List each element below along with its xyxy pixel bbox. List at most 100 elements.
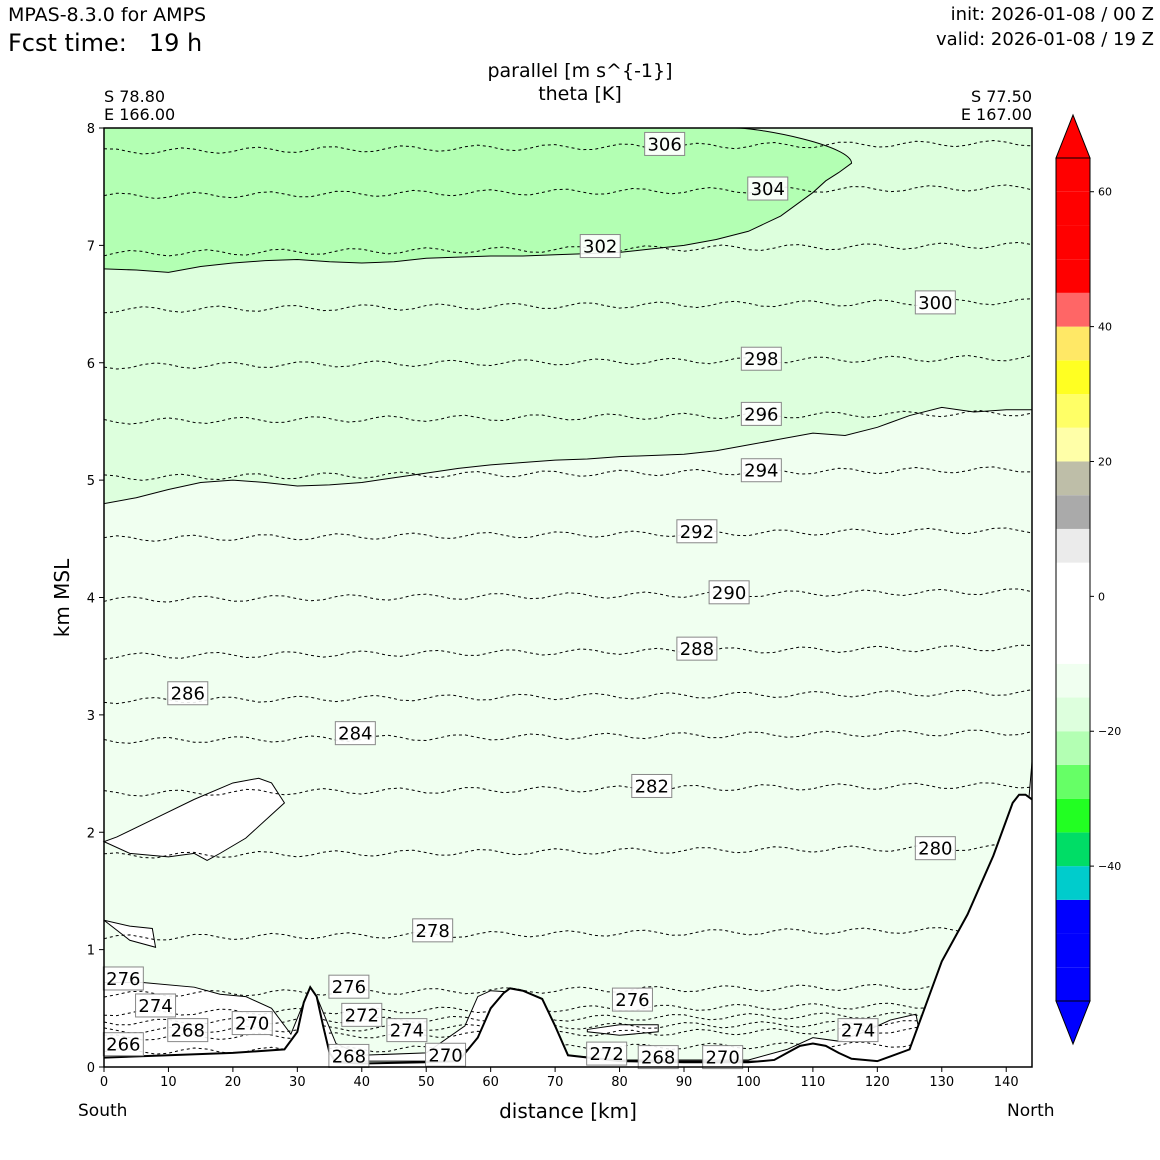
theta-label-box bbox=[837, 1018, 879, 1043]
wind-band-strong bbox=[104, 128, 852, 273]
colorbar-segment bbox=[1056, 967, 1090, 1001]
colorbar-segment bbox=[1056, 427, 1090, 462]
theta-label-282: 282 bbox=[631, 773, 673, 798]
theta-label-box bbox=[708, 580, 750, 605]
colorbar-segment bbox=[1056, 528, 1090, 563]
theta-label-box bbox=[631, 773, 673, 798]
y-tick-label: 2 bbox=[87, 826, 95, 841]
x-tick-label: 120 bbox=[865, 1075, 890, 1090]
theta-label-text: 300 bbox=[918, 293, 952, 314]
theta-contour-290 bbox=[103, 588, 1033, 603]
colorbar-segment bbox=[1056, 562, 1090, 597]
y-tick-label: 1 bbox=[87, 944, 95, 959]
left-endpoint-coords: S 78.80 E 166.00 bbox=[104, 88, 175, 124]
theta-label-box bbox=[702, 1045, 744, 1070]
theta-label-box bbox=[412, 918, 454, 943]
theta-label-text: 286 bbox=[171, 684, 205, 705]
theta-contour-278 bbox=[103, 926, 1033, 941]
valid-time: valid: 2026-01-08 / 19 Z bbox=[936, 29, 1154, 50]
theta-label-box bbox=[644, 131, 686, 156]
colorbar-frame bbox=[1055, 157, 1091, 1002]
theta-contour-286 bbox=[103, 689, 1033, 705]
theta-label-272: 272 bbox=[341, 1002, 383, 1027]
theta-label-304: 304 bbox=[747, 176, 789, 201]
plot-area: 266 268 270 272 274 276 278 280 282 284 286 288 290 2… bbox=[102, 127, 1033, 1070]
theta-contour-280 bbox=[103, 844, 1033, 859]
theta-label-290: 290 bbox=[708, 580, 750, 605]
theta-contour-300 bbox=[103, 298, 1033, 314]
theta-label-288: 288 bbox=[676, 636, 718, 661]
theta-label-box bbox=[637, 1045, 679, 1070]
colorbar-segment bbox=[1056, 360, 1090, 395]
x-tick-label: 30 bbox=[289, 1075, 306, 1090]
theta-contour-282 bbox=[103, 782, 1033, 797]
theta-label-text: 306 bbox=[647, 134, 681, 155]
theta-label-text: 298 bbox=[744, 349, 778, 370]
colorbar-segment bbox=[1056, 394, 1090, 428]
colorbar-segment bbox=[1056, 731, 1090, 765]
x-tick-label: 40 bbox=[354, 1075, 371, 1090]
right-endpoint-coords: S 77.50 E 167.00 bbox=[961, 88, 1032, 124]
theta-label-268: 268 bbox=[328, 1043, 370, 1068]
x-tick-label: 130 bbox=[929, 1075, 954, 1090]
colorbar-segment bbox=[1056, 326, 1090, 361]
theta-label-294: 294 bbox=[740, 458, 782, 483]
weak-wind-patch bbox=[586, 1024, 659, 1036]
theta-label-box bbox=[167, 1018, 209, 1043]
theta-label-text: 268 bbox=[332, 1046, 366, 1067]
colorbar-segment bbox=[1056, 798, 1090, 833]
theta-label-280: 280 bbox=[914, 836, 956, 861]
theta-label-box bbox=[740, 346, 782, 371]
y-tick-label: 4 bbox=[87, 592, 95, 607]
x-tick-label: 100 bbox=[736, 1075, 761, 1090]
theta-label-276: 276 bbox=[611, 987, 653, 1012]
theta-label-274: 274 bbox=[386, 1018, 428, 1043]
chart-title-theta: theta [K] bbox=[538, 83, 622, 105]
colorbar-segment bbox=[1056, 158, 1090, 192]
theta-label-box bbox=[341, 1002, 383, 1027]
theta-contour-292 bbox=[103, 527, 1033, 542]
theta-label-text: 294 bbox=[744, 461, 778, 482]
theta-label-box bbox=[914, 290, 956, 315]
theta-label-text: 278 bbox=[415, 921, 449, 942]
init-time: init: 2026-01-08 / 00 Z bbox=[950, 4, 1154, 25]
x-axis-label: distance [km] bbox=[499, 1099, 637, 1123]
theta-contour-296 bbox=[103, 410, 1033, 425]
theta-label-box bbox=[740, 458, 782, 483]
theta-label-box bbox=[386, 1018, 428, 1043]
colorbar-tick-label: −40 bbox=[1098, 860, 1121, 873]
theta-contour-294 bbox=[103, 466, 1032, 481]
wind-contour-line bbox=[103, 127, 853, 273]
theta-label-box bbox=[167, 681, 209, 706]
colorbar-segment bbox=[1056, 259, 1090, 293]
forecast-time: Fcst time: 19 h bbox=[8, 29, 202, 57]
y-tick-label: 3 bbox=[87, 709, 95, 724]
colorbar-segment bbox=[1056, 596, 1090, 631]
theta-label-270: 270 bbox=[425, 1042, 467, 1067]
theta-label-text: 290 bbox=[712, 583, 746, 604]
x-tick-label: 110 bbox=[800, 1075, 825, 1090]
south-label: South bbox=[78, 1101, 128, 1121]
theta-contour-288 bbox=[103, 644, 1033, 660]
theta-label-box bbox=[747, 176, 789, 201]
theta-contour-304 bbox=[103, 184, 1033, 200]
theta-label-text: 296 bbox=[744, 404, 778, 425]
theta-label-274: 274 bbox=[837, 1018, 879, 1043]
forecast-time-value: 19 h bbox=[148, 29, 203, 57]
theta-label-text: 276 bbox=[615, 990, 649, 1011]
y-axis-label: km MSL bbox=[50, 558, 74, 638]
x-tick-label: 90 bbox=[676, 1075, 693, 1090]
colorbar-segment bbox=[1056, 630, 1090, 664]
left-latitude: S 78.80 bbox=[104, 87, 166, 106]
colorbar-extend-low bbox=[1055, 1000, 1091, 1046]
weak-wind-patch bbox=[102, 777, 286, 861]
theta-label-text: 266 bbox=[106, 1035, 140, 1056]
x-tick-label: 60 bbox=[482, 1075, 499, 1090]
theta-contour-306 bbox=[103, 139, 1033, 155]
theta-label-box bbox=[611, 987, 653, 1012]
theta-label-text: 274 bbox=[390, 1021, 424, 1042]
theta-label-text: 276 bbox=[332, 977, 366, 998]
x-tick-label: 20 bbox=[225, 1075, 242, 1090]
colorbar-segment bbox=[1056, 697, 1090, 732]
colorbar-segment bbox=[1056, 933, 1090, 968]
